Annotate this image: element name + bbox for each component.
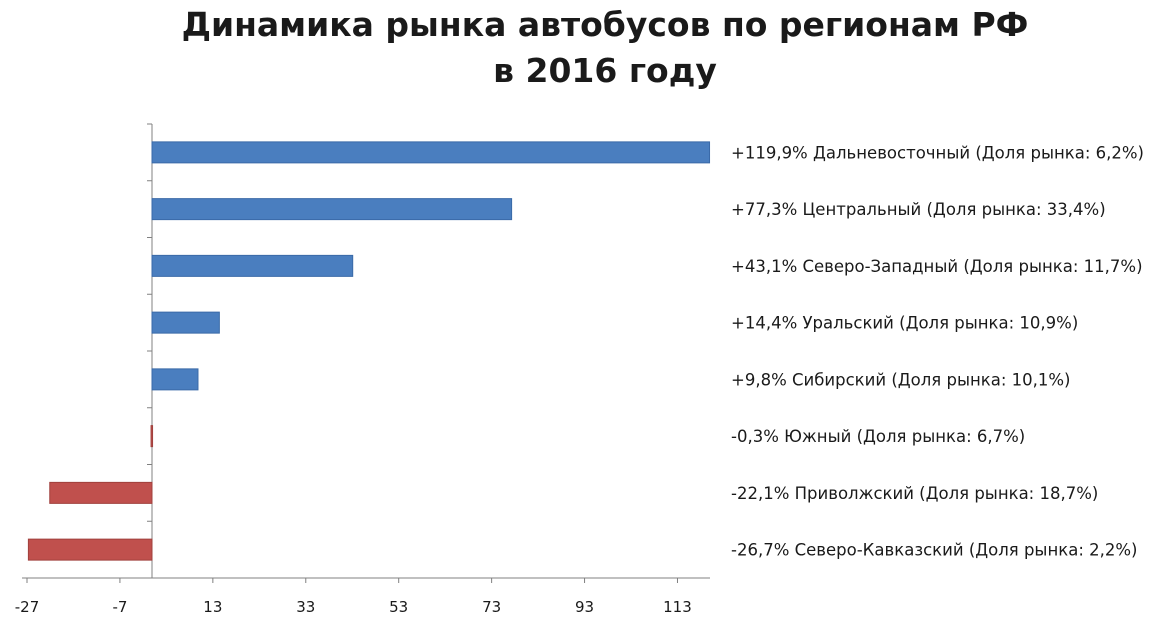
bar-5 bbox=[151, 368, 199, 391]
x-tick-label-5: 53 bbox=[389, 598, 408, 616]
x-tick-label-1: -27 bbox=[15, 598, 40, 616]
bar-1 bbox=[151, 141, 711, 164]
bar-6 bbox=[150, 425, 154, 448]
x-tick-label-2: -7 bbox=[112, 598, 127, 616]
category-label-6: -0,3% Южный (Доля рынка: 6,7%) bbox=[731, 427, 1025, 446]
x-tick-label-8: 113 bbox=[663, 598, 692, 616]
chart-title-line-2: в 2016 году bbox=[493, 51, 717, 90]
chart-title: Динамика рынка автобусов по регионам РФ … bbox=[0, 2, 1170, 94]
category-label-2: +77,3% Центральный (Доля рынка: 33,4%) bbox=[731, 200, 1106, 219]
x-tick-label-7: 93 bbox=[575, 598, 594, 616]
category-label-1: +119,9% Дальневосточный (Доля рынка: 6,2… bbox=[731, 143, 1144, 162]
x-tick-label-3: 13 bbox=[203, 598, 222, 616]
chart-title-line-1: Динамика рынка автобусов по регионам РФ bbox=[181, 5, 1029, 44]
x-tick-label-6: 73 bbox=[482, 598, 501, 616]
bar-4 bbox=[151, 311, 220, 334]
category-label-4: +14,4% Уральский (Доля рынка: 10,9%) bbox=[731, 314, 1078, 333]
category-label-3: +43,1% Северо-Западный (Доля рынка: 11,7… bbox=[731, 257, 1143, 276]
category-label-8: -26,7% Северо-Кавказский (Доля рынка: 2,… bbox=[731, 541, 1137, 560]
x-tick-label-4: 33 bbox=[296, 598, 315, 616]
bar-2 bbox=[151, 198, 513, 221]
category-label-5: +9,8% Сибирский (Доля рынка: 10,1%) bbox=[731, 370, 1071, 389]
category-label-7: -22,1% Приволжский (Доля рынка: 18,7%) bbox=[731, 484, 1098, 503]
bar-7 bbox=[49, 481, 153, 504]
bar-3 bbox=[151, 254, 354, 277]
bar-8 bbox=[27, 538, 153, 561]
